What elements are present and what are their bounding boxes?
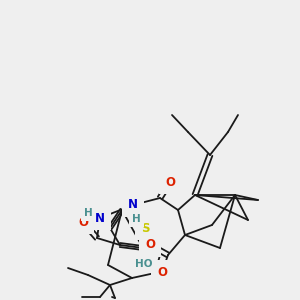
Text: N: N (95, 212, 105, 224)
Text: H: H (132, 214, 140, 224)
Text: HO: HO (135, 259, 153, 269)
Text: N: N (128, 199, 138, 212)
Text: O: O (78, 215, 88, 229)
Text: O: O (157, 266, 167, 278)
Text: S: S (141, 221, 149, 235)
Text: O: O (145, 238, 155, 251)
Text: O: O (165, 176, 175, 188)
Text: H: H (84, 208, 92, 218)
